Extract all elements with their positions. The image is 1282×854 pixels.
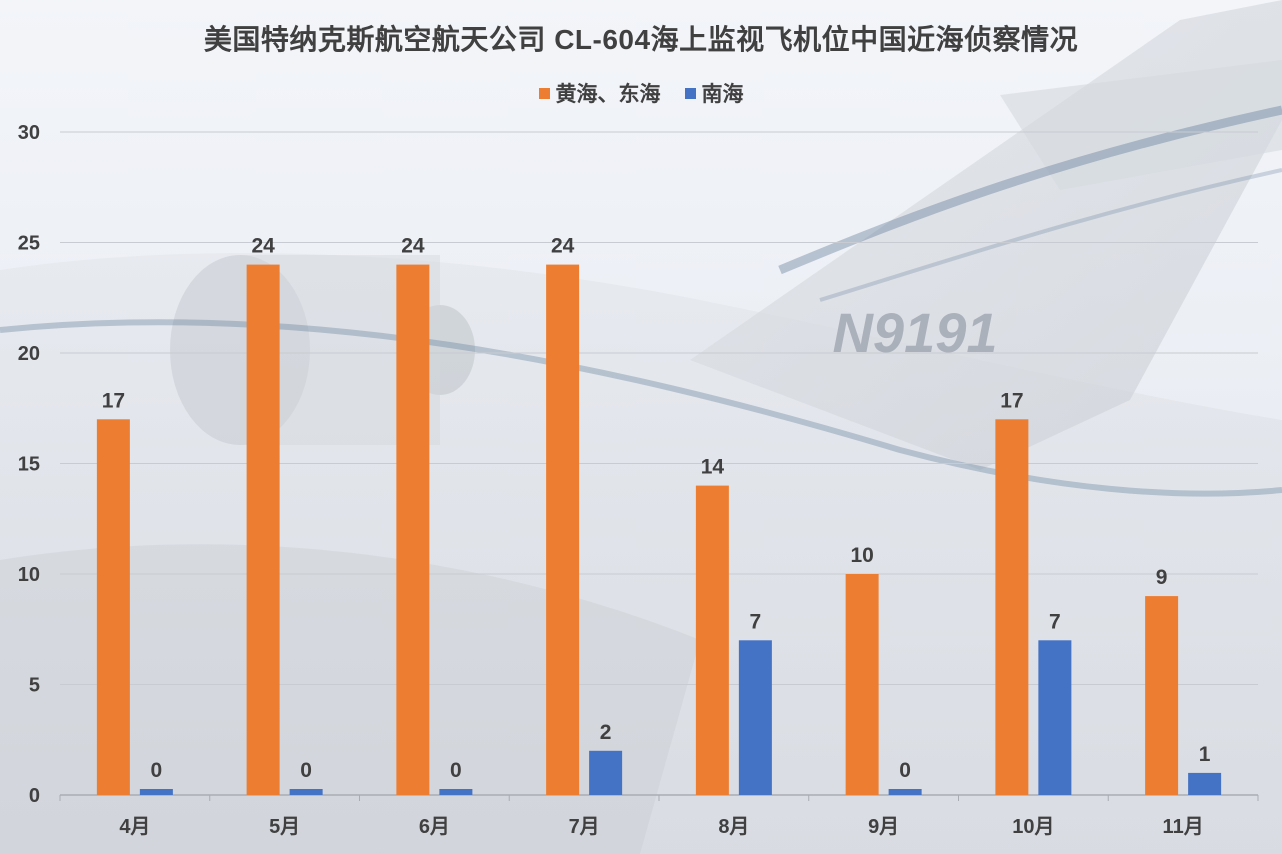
y-tick-label: 30 bbox=[18, 122, 40, 144]
x-tick-label: 10月 bbox=[1012, 816, 1054, 838]
bar-series-1 bbox=[995, 419, 1029, 795]
legend-item-series-2: 南海 bbox=[684, 78, 744, 108]
bar-series-2 bbox=[888, 789, 922, 795]
bar-series-2 bbox=[1188, 772, 1222, 795]
bar-series-2 bbox=[589, 750, 623, 795]
x-tick-label: 5月 bbox=[269, 816, 300, 838]
y-tick-label: 15 bbox=[18, 454, 40, 476]
bar-series-1 bbox=[695, 485, 729, 795]
x-tick-label: 9月 bbox=[868, 816, 899, 838]
data-label: 17 bbox=[1000, 389, 1023, 412]
data-label: 0 bbox=[899, 759, 911, 782]
data-label: 24 bbox=[401, 235, 425, 258]
y-tick-label: 20 bbox=[18, 343, 40, 365]
data-label: 14 bbox=[701, 456, 725, 479]
data-label: 0 bbox=[300, 759, 312, 782]
x-tick-label: 8月 bbox=[718, 816, 749, 838]
x-tick-label: 4月 bbox=[119, 816, 150, 838]
bar-series-2 bbox=[289, 789, 323, 795]
bar-series-1 bbox=[246, 264, 280, 796]
x-tick-label: 7月 bbox=[569, 816, 600, 838]
y-tick-label: 25 bbox=[18, 233, 40, 255]
legend-swatch-series-2 bbox=[684, 87, 696, 99]
bar-series-2 bbox=[738, 640, 772, 795]
bar-series-2 bbox=[139, 789, 173, 795]
y-tick-label: 5 bbox=[29, 675, 40, 697]
bar-series-2 bbox=[1038, 640, 1072, 795]
y-tick-label: 0 bbox=[29, 785, 40, 807]
data-label: 9 bbox=[1156, 566, 1168, 589]
bar-series-1 bbox=[396, 264, 430, 796]
data-label: 2 bbox=[600, 721, 612, 744]
legend-item-series-1: 黄海、东海 bbox=[538, 78, 661, 108]
data-label: 10 bbox=[850, 544, 873, 567]
chart-legend: 黄海、东海 南海 bbox=[0, 78, 1282, 108]
x-tick-label: 11月 bbox=[1163, 816, 1204, 838]
data-label: 7 bbox=[1049, 610, 1061, 633]
legend-swatch-series-1 bbox=[538, 87, 550, 99]
x-tick-label: 6月 bbox=[419, 816, 450, 838]
data-label: 1 bbox=[1199, 743, 1211, 766]
bar-series-1 bbox=[546, 264, 580, 796]
data-label: 24 bbox=[251, 235, 275, 258]
bar-series-1 bbox=[1145, 596, 1179, 795]
chart-title: 美国特纳克斯航空航天公司 CL-604海上监视飞机位中国近海侦察情况 bbox=[203, 24, 1079, 55]
data-label: 0 bbox=[450, 759, 462, 782]
legend-label-series-2: 南海 bbox=[701, 83, 744, 106]
bar-series-1 bbox=[96, 419, 130, 795]
bar-series-2 bbox=[439, 789, 473, 795]
data-label: 17 bbox=[102, 389, 125, 412]
bar-series-1 bbox=[845, 574, 879, 795]
data-label: 24 bbox=[551, 235, 575, 258]
legend-label-series-1: 黄海、东海 bbox=[555, 83, 661, 106]
data-label: 7 bbox=[750, 610, 762, 633]
data-label: 0 bbox=[151, 759, 163, 782]
y-tick-label: 10 bbox=[18, 564, 40, 586]
